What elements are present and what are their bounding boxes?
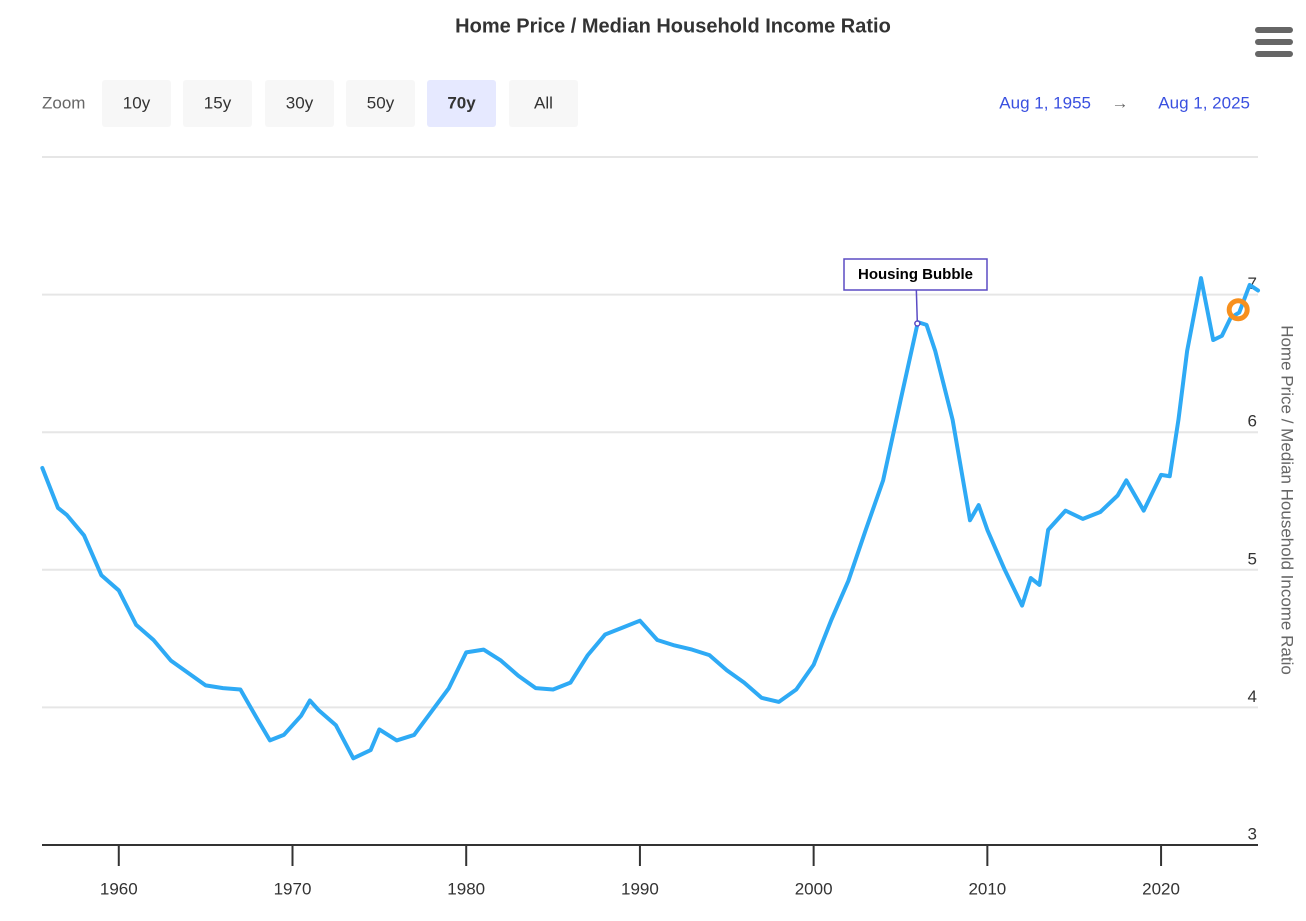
y-axis-title: Home Price / Median Household Income Rat…	[1278, 325, 1297, 675]
range-to[interactable]: Aug 1, 2025	[1158, 93, 1250, 112]
zoom-label: Zoom	[42, 93, 85, 112]
zoom-button-label: 30y	[286, 93, 314, 112]
annotation-connector	[915, 289, 919, 324]
y-tick-label: 3	[1248, 824, 1257, 843]
zoom-button-bg	[509, 80, 578, 127]
x-tick-label: 2020	[1142, 879, 1180, 898]
x-tick-label: 1970	[274, 879, 312, 898]
zoom-button[interactable]: 30y	[265, 80, 334, 127]
menu-bar	[1255, 39, 1293, 45]
y-tick-label: 6	[1248, 412, 1257, 431]
y-tick-label: 5	[1248, 549, 1257, 568]
zoom-button[interactable]: All	[509, 80, 578, 127]
zoom-button-bg	[102, 80, 171, 127]
annotation-box	[843, 258, 988, 291]
zoom-button[interactable]: 50y	[346, 80, 415, 127]
x-tick-label: 1990	[621, 879, 659, 898]
x-tick-label: 1980	[447, 879, 485, 898]
x-tick-label: 1960	[100, 879, 138, 898]
annotation-point	[914, 320, 921, 327]
menu-bar	[1255, 27, 1293, 33]
zoom-button-label: All	[534, 93, 553, 112]
zoom-button-bg	[265, 80, 334, 127]
zoom-button-label: 50y	[367, 93, 395, 112]
zoom-button-bg	[183, 80, 252, 127]
y-tick-label: 4	[1248, 687, 1257, 706]
annotation-label: Housing Bubble	[858, 266, 973, 283]
x-tick-label: 2000	[795, 879, 833, 898]
zoom-button[interactable]: 70y	[427, 80, 496, 127]
zoom-button-bg	[427, 80, 496, 127]
highlight-marker	[1226, 298, 1250, 322]
data-line	[40, 276, 1260, 761]
range-from[interactable]: Aug 1, 1955	[999, 93, 1091, 112]
menu-icon[interactable]	[1255, 27, 1293, 57]
zoom-button[interactable]: 10y	[102, 80, 171, 127]
zoom-button-label: 70y	[447, 93, 476, 112]
x-tick-label: 2010	[968, 879, 1006, 898]
range-separator: →	[1112, 93, 1129, 112]
y-tick-label: 7	[1248, 274, 1257, 293]
zoom-button[interactable]: 15y	[183, 80, 252, 127]
zoom-button-label: 10y	[123, 93, 151, 112]
chart-title: Home Price / Median Household Income Rat…	[455, 15, 891, 37]
menu-bar	[1255, 51, 1293, 57]
zoom-button-label: 15y	[204, 93, 232, 112]
zoom-button-bg	[346, 80, 415, 127]
